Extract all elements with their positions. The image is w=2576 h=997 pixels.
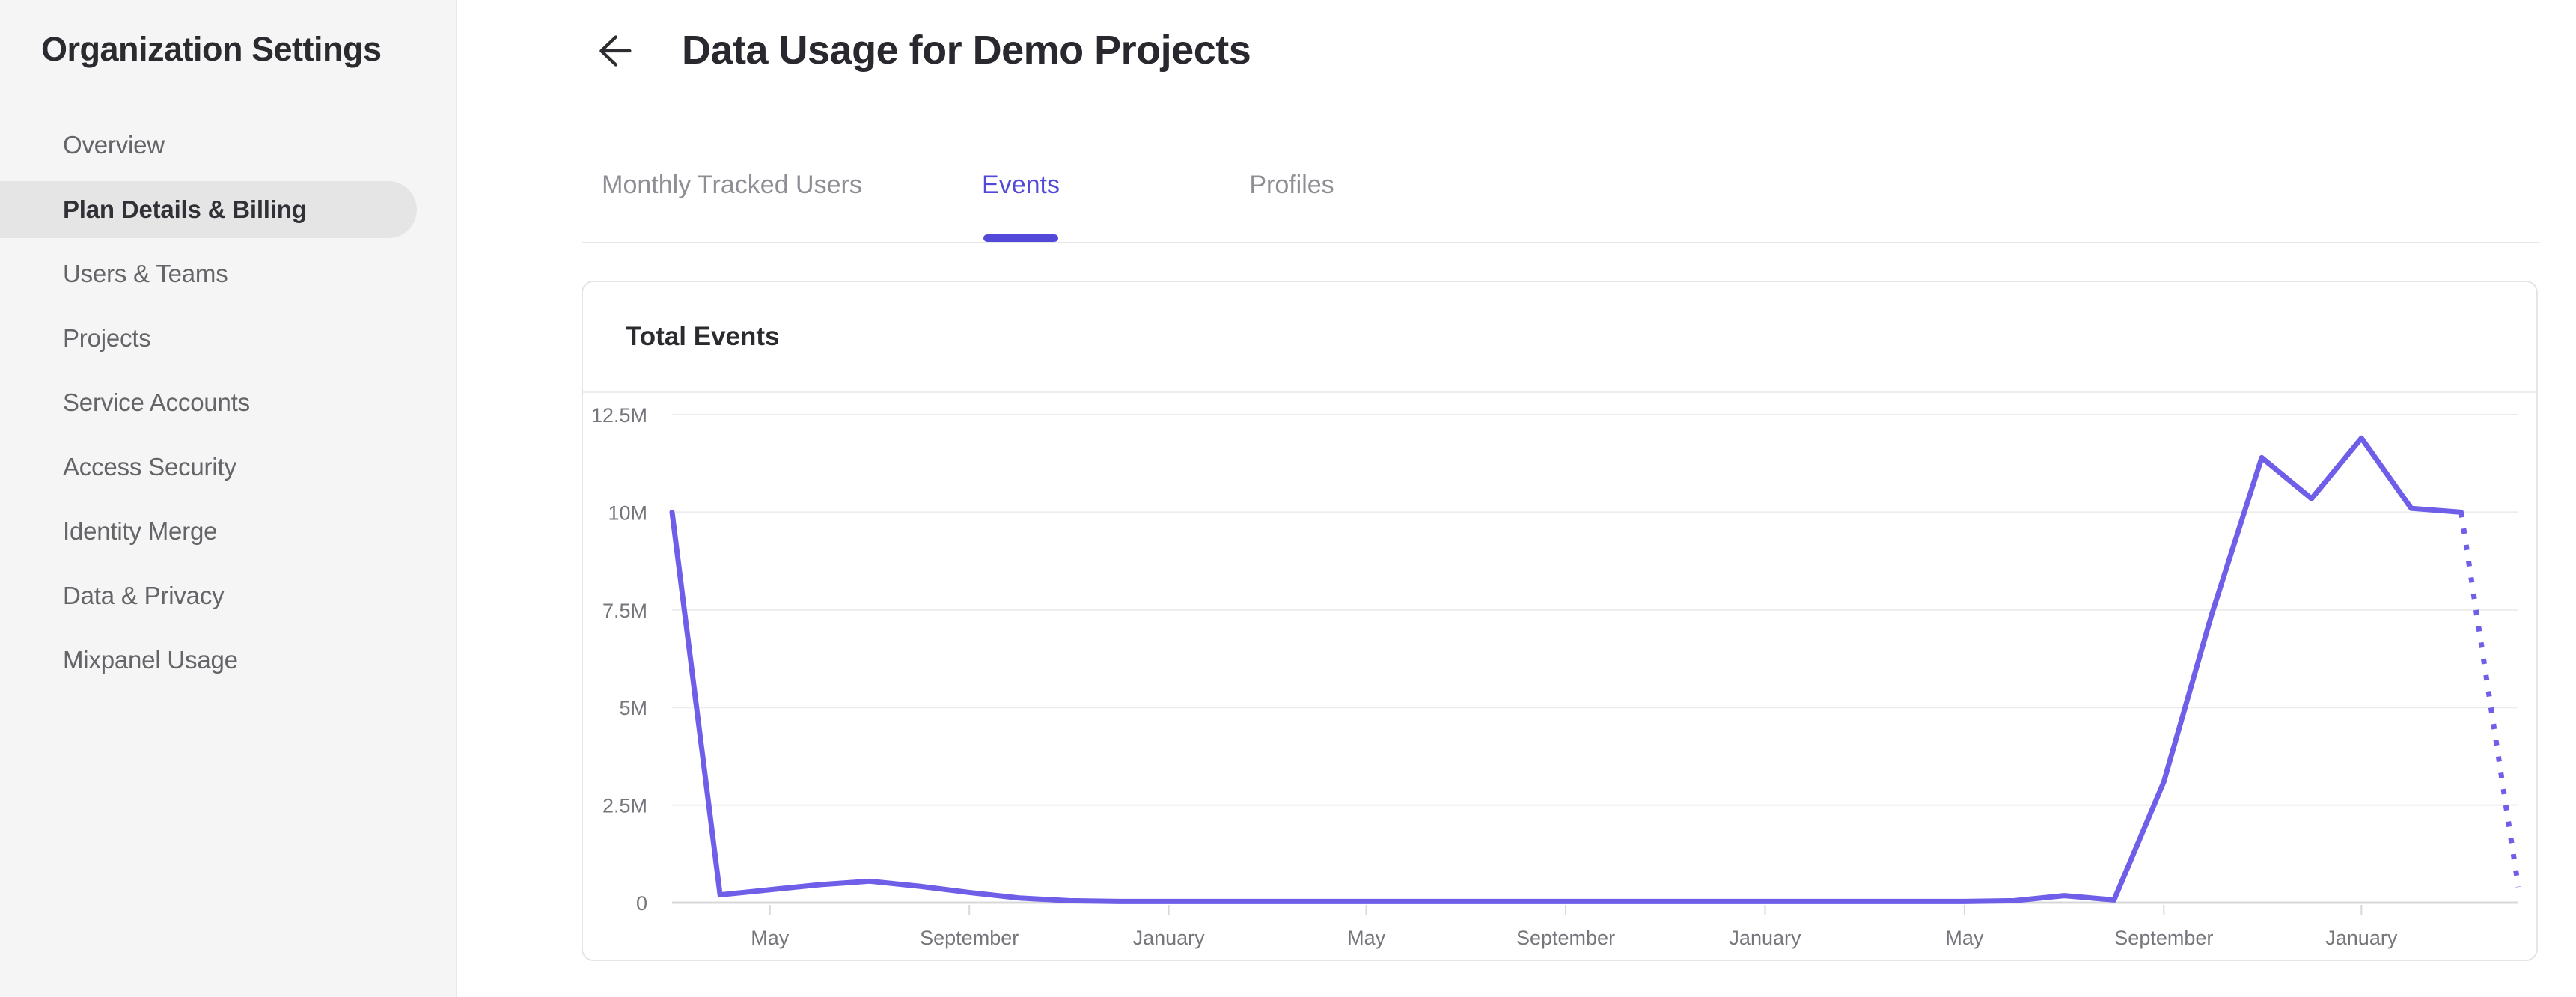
- sidebar: Organization Settings Overview Plan Detai…: [0, 0, 457, 997]
- x-axis-label: January: [2325, 927, 2398, 949]
- sidebar-item-service-accounts[interactable]: Service Accounts: [63, 388, 250, 416]
- sidebar-item-identity-merge[interactable]: Identity Merge: [63, 517, 218, 545]
- sidebar-item-users-teams[interactable]: Users & Teams: [63, 260, 228, 287]
- total-events-card: Total Events 0 2.5M 5M 7.5M 10M 12.5M May Septe…: [582, 281, 2538, 961]
- x-axis-label: May: [1945, 927, 1984, 949]
- y-axis-label: 12.5M: [591, 404, 647, 427]
- sidebar-item-mixpanel-usage[interactable]: Mixpanel Usage: [63, 646, 238, 674]
- sidebar-item-data-privacy[interactable]: Data & Privacy: [63, 582, 225, 609]
- tab-bar: Monthly Tracked Users Events Profiles: [582, 0, 2540, 247]
- sidebar-item-plan-details-billing[interactable]: Plan Details & Billing: [0, 181, 417, 238]
- y-axis-label: 7.5M: [602, 600, 647, 622]
- sidebar-item-access-security[interactable]: Access Security: [63, 453, 236, 481]
- sidebar-nav: Overview Plan Details & Billing Users & Te…: [0, 117, 456, 696]
- y-axis-label: 2.5M: [602, 795, 647, 817]
- total-events-chart: 0 2.5M 5M 7.5M 10M 12.5M May September January Ma…: [583, 394, 2536, 960]
- x-axis-label: September: [2114, 927, 2213, 949]
- sidebar-item-projects[interactable]: Projects: [63, 324, 151, 352]
- x-axis-label: May: [1347, 927, 1386, 949]
- x-axis-label: January: [1729, 927, 1801, 949]
- tab-profiles[interactable]: Profiles: [1249, 171, 1334, 199]
- active-tab-indicator: [983, 234, 1058, 242]
- tab-events[interactable]: Events: [982, 171, 1060, 199]
- y-axis-label: 0: [636, 892, 647, 915]
- sidebar-title: Organization Settings: [41, 30, 382, 68]
- x-axis-label: September: [1516, 927, 1615, 949]
- y-axis-label: 5M: [619, 697, 647, 719]
- line-chart-canvas: 0 2.5M 5M 7.5M 10M 12.5M May September January Ma…: [591, 404, 2521, 949]
- back-button[interactable]: [595, 31, 634, 70]
- tab-monthly-tracked-users[interactable]: Monthly Tracked Users: [602, 171, 862, 199]
- arrow-left-icon: [599, 35, 632, 67]
- x-axis-label: May: [751, 927, 790, 949]
- y-axis-label: 10M: [608, 501, 647, 524]
- tab-bar-divider: [582, 242, 2540, 243]
- sidebar-item-overview[interactable]: Overview: [63, 131, 165, 159]
- chart-title: Total Events: [583, 282, 2536, 393]
- page-title: Data Usage for Demo Projects: [682, 28, 1251, 73]
- x-axis-label: January: [1133, 927, 1206, 949]
- x-axis-label: September: [920, 927, 1019, 949]
